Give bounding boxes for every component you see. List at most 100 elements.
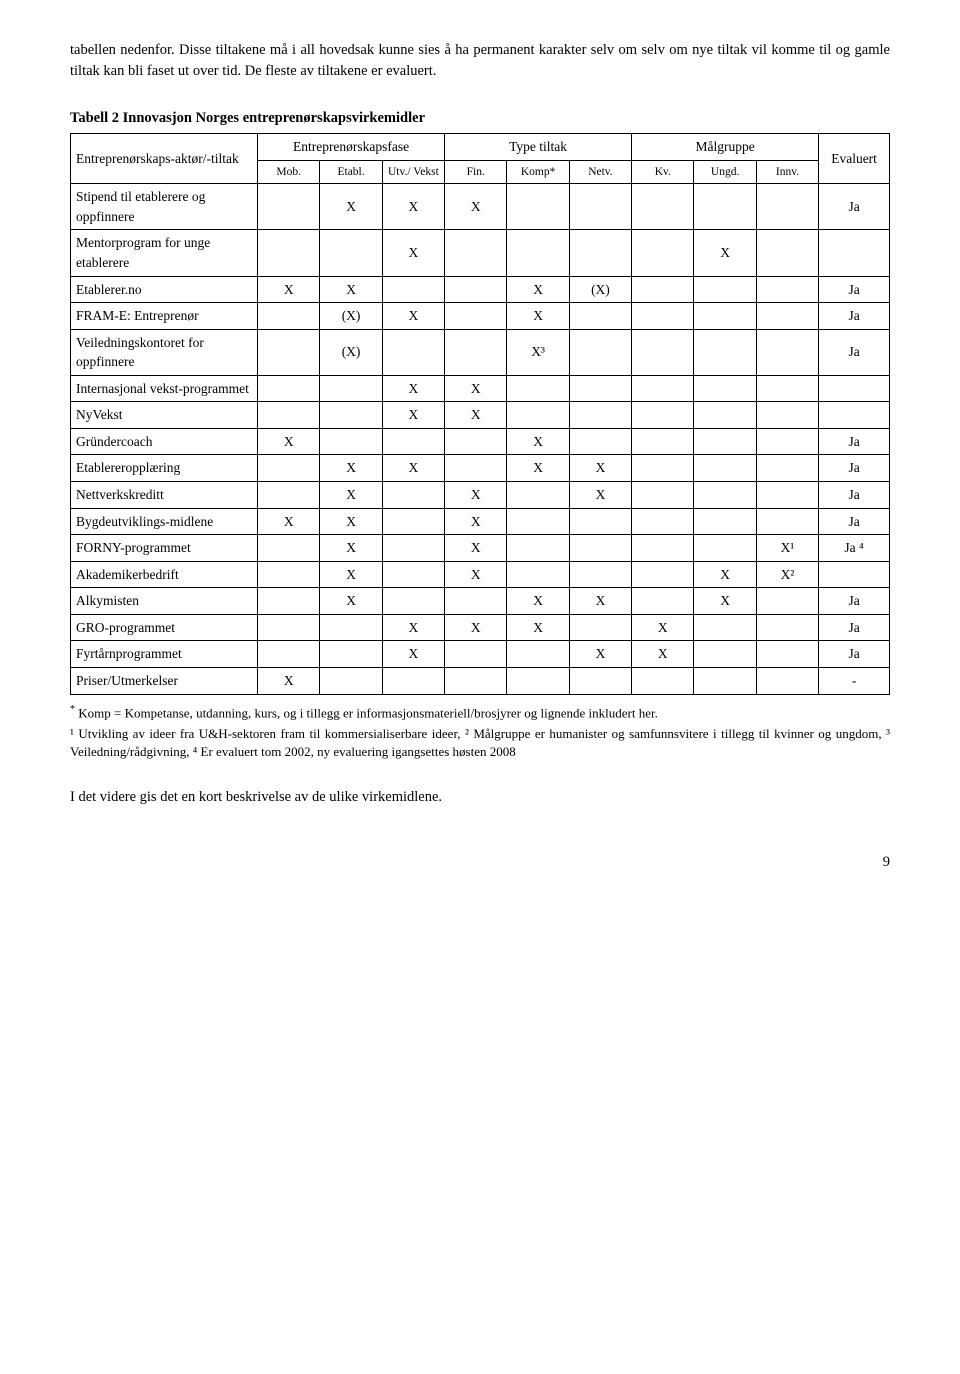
cell-eval: Ja [819,428,890,455]
row-label: Internasjonal vekst-programmet [71,375,258,402]
cell-kv [632,588,694,615]
footnote-komp-text: Komp = Kompetanse, utdanning, kurs, og i… [75,705,658,720]
header-rowlabel: Entreprenørskaps-aktør/-tiltak [71,134,258,184]
table-row: Bygdeutviklings-midleneXXXJa [71,508,890,535]
row-label: Etablereropplæring [71,455,258,482]
cell-mob [258,184,320,230]
table-row: FyrtårnprogrammetXXXJa [71,641,890,668]
cell-kv: X [632,614,694,641]
cell-netv [569,402,631,429]
cell-eval: Ja [819,614,890,641]
cell-kv [632,402,694,429]
cell-netv [569,375,631,402]
cell-utv [382,482,444,509]
cell-innv [756,482,818,509]
table-row: Internasjonal vekst-programmetXX [71,375,890,402]
subheader-fin: Fin. [445,160,507,184]
header-target: Målgruppe [632,134,819,161]
cell-netv [569,428,631,455]
cell-netv [569,230,631,276]
cell-komp: X [507,303,569,330]
cell-kv [632,276,694,303]
cell-komp [507,561,569,588]
subheader-kv: Kv. [632,160,694,184]
table-row: AkademikerbedriftXXXX² [71,561,890,588]
cell-fin [445,329,507,375]
row-label: Alkymisten [71,588,258,615]
cell-komp: X [507,428,569,455]
cell-ungd [694,375,756,402]
cell-innv [756,276,818,303]
cell-kv [632,428,694,455]
cell-kv [632,303,694,330]
cell-ungd [694,329,756,375]
row-label: Mentorprogram for unge etablerere [71,230,258,276]
cell-komp [507,230,569,276]
cell-komp [507,375,569,402]
row-label: Priser/Utmerkelser [71,667,258,694]
cell-netv: (X) [569,276,631,303]
cell-eval: Ja [819,329,890,375]
cell-etabl: X [320,561,382,588]
row-label: Nettverkskreditt [71,482,258,509]
cell-mob: X [258,667,320,694]
cell-mob: X [258,428,320,455]
cell-fin: X [445,482,507,509]
cell-ungd [694,508,756,535]
cell-netv: X [569,641,631,668]
cell-etabl [320,667,382,694]
cell-mob: X [258,276,320,303]
cell-eval: - [819,667,890,694]
cell-innv [756,508,818,535]
cell-ungd: X [694,588,756,615]
cell-fin [445,428,507,455]
cell-ungd [694,402,756,429]
cell-komp [507,402,569,429]
cell-netv [569,508,631,535]
row-label: Stipend til etablerere og oppfinnere [71,184,258,230]
cell-mob [258,535,320,562]
table-title: Tabell 2 Innovasjon Norges entreprenørsk… [70,108,890,129]
cell-mob [258,561,320,588]
cell-utv: X [382,184,444,230]
row-label: FORNY-programmet [71,535,258,562]
cell-netv: X [569,482,631,509]
table-row: Stipend til etablerere og oppfinnereXXXJ… [71,184,890,230]
cell-utv [382,588,444,615]
cell-utv [382,508,444,535]
cell-komp: X³ [507,329,569,375]
cell-mob [258,402,320,429]
cell-etabl [320,375,382,402]
footnote-numbers: ¹ Utvikling av ideer fra U&H-sektoren fr… [70,725,890,760]
footnote-komp: * Komp = Kompetanse, utdanning, kurs, og… [70,703,890,722]
subheader-etabl: Etabl. [320,160,382,184]
cell-ungd [694,455,756,482]
cell-mob [258,329,320,375]
data-table: Entreprenørskaps-aktør/-tiltak Entrepren… [70,133,890,694]
cell-ungd [694,482,756,509]
subheader-innv: Innv. [756,160,818,184]
cell-ungd [694,535,756,562]
cell-innv [756,641,818,668]
subheader-komp: Komp* [507,160,569,184]
cell-utv: X [382,230,444,276]
intro-paragraph: tabellen nedenfor. Disse tiltakene må i … [70,40,890,82]
cell-kv [632,508,694,535]
cell-innv [756,303,818,330]
cell-eval: Ja [819,588,890,615]
table-row: GründercoachXXJa [71,428,890,455]
cell-innv [756,184,818,230]
cell-eval: Ja [819,455,890,482]
cell-komp [507,667,569,694]
cell-eval [819,230,890,276]
cell-kv [632,184,694,230]
cell-etabl: X [320,588,382,615]
cell-komp: X [507,614,569,641]
row-label: Gründercoach [71,428,258,455]
cell-etabl [320,614,382,641]
cell-eval: Ja [819,641,890,668]
table-row: FORNY-programmetXXX¹Ja ⁴ [71,535,890,562]
table-row: Veiledningskontoret for oppfinnere(X)X³J… [71,329,890,375]
cell-etabl: X [320,482,382,509]
cell-etabl: (X) [320,303,382,330]
